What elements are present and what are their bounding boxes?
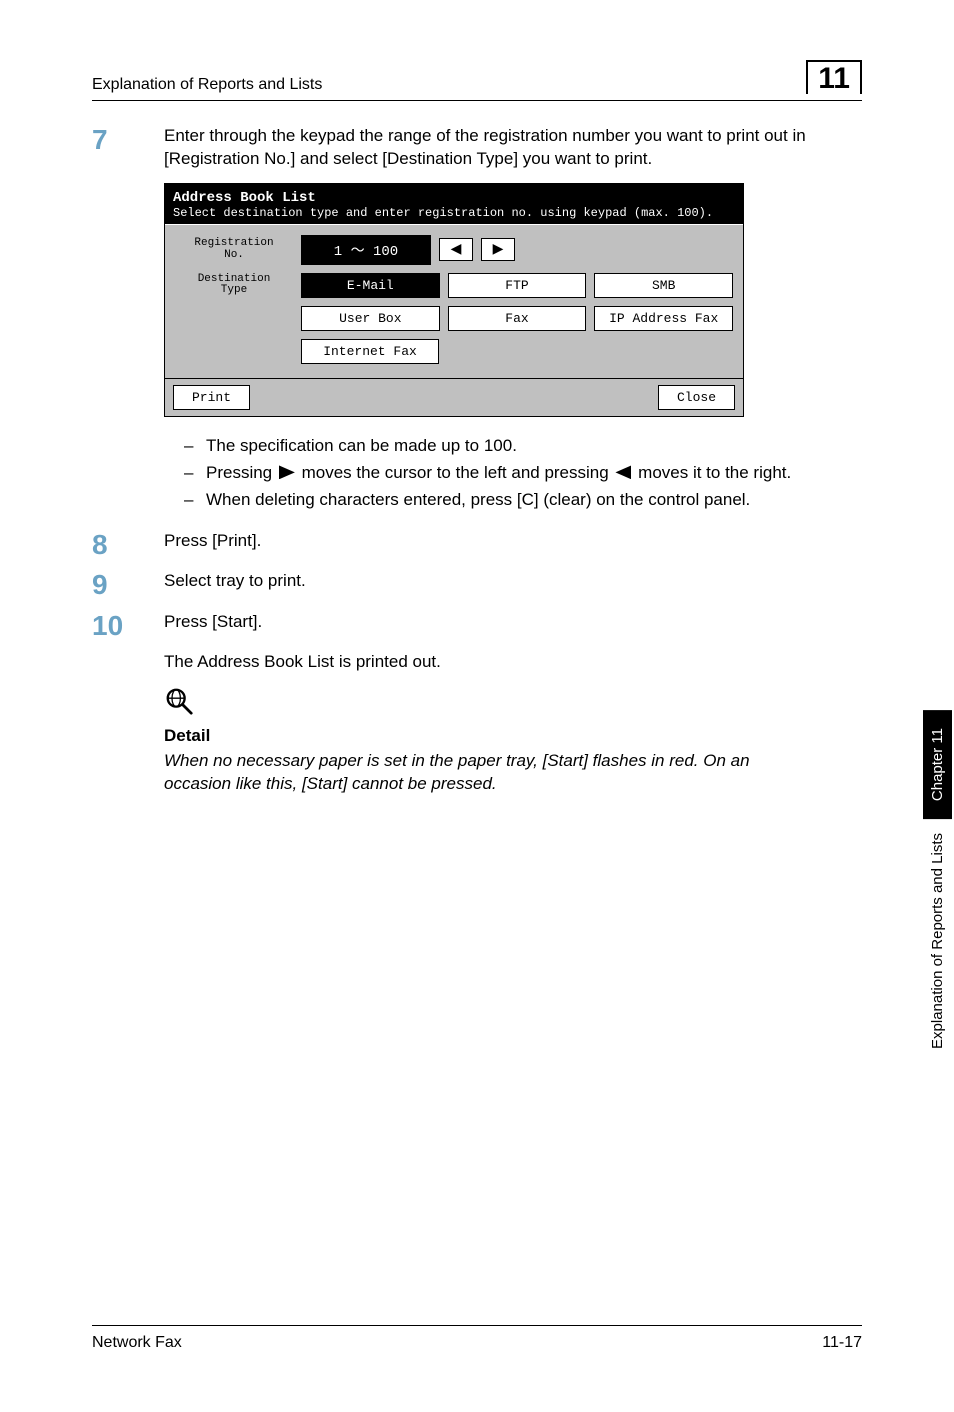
step-7-text: Enter through the keypad the range of th…	[164, 125, 862, 171]
destination-type-row-3: Internet Fax	[175, 339, 733, 364]
page-footer: Network Fax 11-17	[92, 1325, 862, 1352]
dialog-subtitle: Select destination type and enter regist…	[165, 206, 743, 225]
bullet-2a: Pressing	[206, 463, 277, 482]
footer-left: Network Fax	[92, 1334, 182, 1352]
detail-heading: Detail	[164, 726, 862, 746]
post-step-text: The Address Book List is printed out.	[164, 652, 862, 672]
destination-type-row-1: Destination Type E-Mail FTP SMB	[175, 273, 733, 298]
main-content: 7 Enter through the keypad the range of …	[92, 125, 862, 796]
bullet-dash: –	[184, 435, 206, 458]
step-7: 7 Enter through the keypad the range of …	[92, 125, 862, 171]
step-10: 10 Press [Start].	[92, 611, 862, 642]
step-8-number: 8	[92, 530, 164, 561]
destination-type-row-2: User Box Fax IP Address Fax	[175, 306, 733, 331]
ip-address-fax-button[interactable]: IP Address Fax	[594, 306, 733, 331]
ftp-button[interactable]: FTP	[448, 273, 587, 298]
side-tab: Chapter 11 Explanation of Reports and Li…	[920, 710, 954, 1130]
close-button[interactable]: Close	[658, 385, 735, 410]
bullet-1-text: The specification can be made up to 100.	[206, 435, 862, 458]
side-tab-chapter: Chapter 11	[923, 710, 952, 819]
step-9-text: Select tray to print.	[164, 570, 862, 601]
bullet-list: – The specification can be made up to 10…	[184, 435, 862, 512]
step-9-number: 9	[92, 570, 164, 601]
fax-button[interactable]: Fax	[448, 306, 587, 331]
bullet-3-text: When deleting characters entered, press …	[206, 489, 862, 512]
arrow-right-button[interactable]: ▶	[481, 238, 515, 261]
bullet-dash: –	[184, 489, 206, 512]
email-button[interactable]: E-Mail	[301, 273, 440, 298]
bullet-3: – When deleting characters entered, pres…	[184, 489, 862, 512]
header-title: Explanation of Reports and Lists	[92, 76, 322, 94]
header-chapter-number: 11	[806, 60, 862, 94]
bullet-2b: moves the cursor to the left and pressin…	[297, 463, 614, 482]
step-10-number: 10	[92, 611, 164, 642]
step-10-text: Press [Start].	[164, 611, 862, 642]
smb-button[interactable]: SMB	[594, 273, 733, 298]
dialog-screenshot: Address Book List Select destination typ…	[164, 183, 862, 417]
magnifier-icon	[164, 686, 862, 724]
dialog-title: Address Book List	[173, 190, 316, 206]
registration-label: Registration No.	[175, 238, 293, 261]
bullet-2-text: Pressing moves the cursor to the left an…	[206, 462, 862, 485]
bullet-1: – The specification can be made up to 10…	[184, 435, 862, 458]
bullet-dash: –	[184, 462, 206, 485]
side-tab-title: Explanation of Reports and Lists	[923, 819, 952, 1063]
internet-fax-button[interactable]: Internet Fax	[301, 339, 439, 364]
print-button[interactable]: Print	[173, 385, 250, 410]
bullet-2c: moves it to the right.	[633, 463, 791, 482]
step-8-text: Press [Print].	[164, 530, 862, 561]
dialog-bottom-bar: Print Close	[165, 378, 743, 416]
step-7-number: 7	[92, 125, 164, 171]
right-triangle-icon	[279, 465, 295, 479]
page-header: Explanation of Reports and Lists 11	[92, 60, 862, 101]
step-8: 8 Press [Print].	[92, 530, 862, 561]
dialog-body: Registration No. 1 ～ 100 ◀ ▶ Destination…	[165, 225, 743, 378]
registration-value[interactable]: 1 ～ 100	[301, 235, 431, 265]
step-9: 9 Select tray to print.	[92, 570, 862, 601]
bullet-2: – Pressing moves the cursor to the left …	[184, 462, 862, 485]
footer-right: 11-17	[822, 1334, 862, 1352]
userbox-button[interactable]: User Box	[301, 306, 440, 331]
arrow-left-button[interactable]: ◀	[439, 238, 473, 261]
destination-type-label: Destination Type	[175, 274, 293, 297]
address-book-list-dialog: Address Book List Select destination typ…	[164, 183, 744, 417]
left-triangle-icon	[615, 465, 631, 479]
detail-text: When no necessary paper is set in the pa…	[164, 750, 770, 796]
registration-row: Registration No. 1 ～ 100 ◀ ▶	[175, 235, 733, 265]
header-chapter-box: 11	[806, 60, 862, 94]
